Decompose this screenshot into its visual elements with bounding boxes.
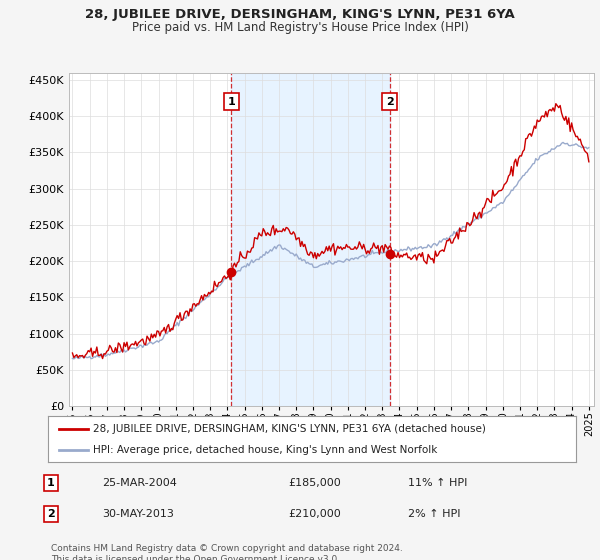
Text: 2: 2 — [386, 97, 394, 107]
Text: Contains HM Land Registry data © Crown copyright and database right 2024.
This d: Contains HM Land Registry data © Crown c… — [51, 544, 403, 560]
Text: £185,000: £185,000 — [288, 478, 341, 488]
Text: 1: 1 — [47, 478, 55, 488]
Bar — [232, 73, 389, 406]
Text: HPI: Average price, detached house, King's Lynn and West Norfolk: HPI: Average price, detached house, King… — [93, 445, 437, 455]
Text: 28, JUBILEE DRIVE, DERSINGHAM, KING'S LYNN, PE31 6YA: 28, JUBILEE DRIVE, DERSINGHAM, KING'S LY… — [85, 8, 515, 21]
Text: 28, JUBILEE DRIVE, DERSINGHAM, KING'S LYNN, PE31 6YA (detached house): 28, JUBILEE DRIVE, DERSINGHAM, KING'S LY… — [93, 424, 486, 434]
Text: 1: 1 — [227, 97, 235, 107]
Text: £210,000: £210,000 — [288, 509, 341, 519]
Text: 2: 2 — [47, 509, 55, 519]
Text: 2% ↑ HPI: 2% ↑ HPI — [408, 509, 461, 519]
Text: 30-MAY-2013: 30-MAY-2013 — [102, 509, 174, 519]
Text: 25-MAR-2004: 25-MAR-2004 — [102, 478, 177, 488]
Text: 11% ↑ HPI: 11% ↑ HPI — [408, 478, 467, 488]
Text: Price paid vs. HM Land Registry's House Price Index (HPI): Price paid vs. HM Land Registry's House … — [131, 21, 469, 34]
